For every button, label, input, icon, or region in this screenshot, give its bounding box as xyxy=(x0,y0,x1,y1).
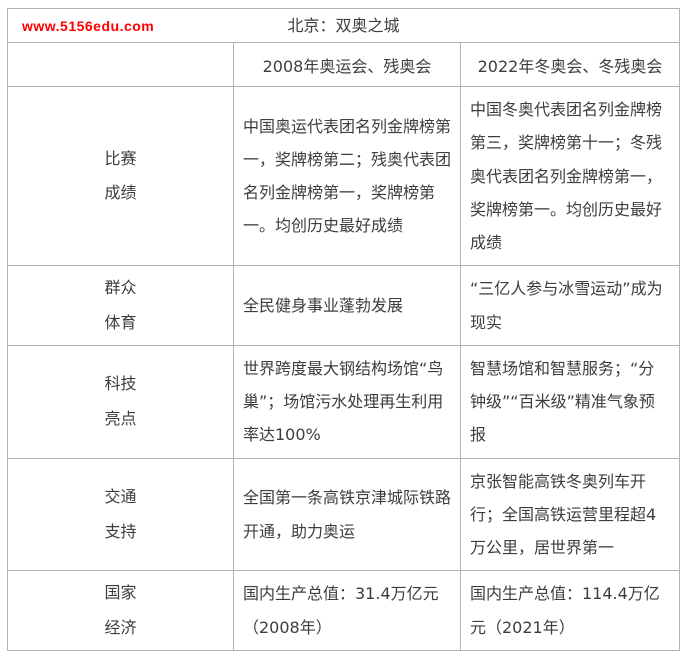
page: www.5156edu.com 北京：双奥之城 2008年奥运会、残奥会 202… xyxy=(7,8,680,651)
cell-2008-competition-results: 中国奥运代表团名列金牌榜第一，奖牌榜第二；残奥代表团名列金牌榜第一，奖牌榜第一。… xyxy=(233,85,461,267)
column-header-2022: 2022年冬奥会、冬残奥会 xyxy=(460,42,680,87)
cell-2022-transport-support: 京张智能高铁冬奥列车开行；全国高铁运营里程超4万公里，居世界第一 xyxy=(460,457,680,572)
row-label-competition-results: 比赛 成绩 xyxy=(7,85,234,267)
table-row-national-economy: 国家 经济 国内生产总值：31.4万亿元（2008年） 国内生产总值：114.4… xyxy=(7,570,680,651)
cell-2008-mass-sports: 全民健身事业蓬勃发展 xyxy=(233,265,461,346)
cell-2008-transport-support: 全国第一条高铁京津城际铁路开通，助力奥运 xyxy=(233,457,461,572)
row-label-national-economy: 国家 经济 xyxy=(7,570,234,651)
table-row-transport-support: 交通 支持 全国第一条高铁京津城际铁路开通，助力奥运 京张智能高铁冬奥列车开行；… xyxy=(7,457,680,572)
cell-2008-tech-highlights: 世界跨度最大钢结构场馆“鸟巢”；场馆污水处理再生利用率达100% xyxy=(233,344,461,459)
watermark-text: www.5156edu.com xyxy=(22,17,155,34)
title-row: www.5156edu.com 北京：双奥之城 xyxy=(7,8,680,43)
column-header-row: 2008年奥运会、残奥会 2022年冬奥会、冬残奥会 xyxy=(7,42,680,87)
row-label-mass-sports: 群众 体育 xyxy=(7,265,234,346)
row-label-tech-highlights: 科技 亮点 xyxy=(7,344,234,459)
corner-empty-cell xyxy=(7,42,234,87)
table-row-tech-highlights: 科技 亮点 世界跨度最大钢结构场馆“鸟巢”；场馆污水处理再生利用率达100% 智… xyxy=(7,344,680,459)
table-title: 北京：双奥之城 xyxy=(287,16,400,35)
cell-2008-national-economy: 国内生产总值：31.4万亿元（2008年） xyxy=(233,570,461,651)
cell-2022-tech-highlights: 智慧场馆和智慧服务；“分钟级”“百米级”精准气象预报 xyxy=(460,344,680,459)
cell-2022-mass-sports: “三亿人参与冰雪运动”成为现实 xyxy=(460,265,680,346)
column-header-2008: 2008年奥运会、残奥会 xyxy=(233,42,461,87)
cell-2022-competition-results: 中国冬奥代表团名列金牌榜第三，奖牌榜第十一；冬残奥代表团名列金牌榜第一，奖牌榜第… xyxy=(460,85,680,267)
dual-olympics-comparison-table: www.5156edu.com 北京：双奥之城 2008年奥运会、残奥会 202… xyxy=(7,8,680,651)
table-row-competition-results: 比赛 成绩 中国奥运代表团名列金牌榜第一，奖牌榜第二；残奥代表团名列金牌榜第一，… xyxy=(7,85,680,267)
row-label-transport-support: 交通 支持 xyxy=(7,457,234,572)
cell-2022-national-economy: 国内生产总值：114.4万亿元（2021年） xyxy=(460,570,680,651)
title-cell: www.5156edu.com 北京：双奥之城 xyxy=(7,8,680,43)
table-row-mass-sports: 群众 体育 全民健身事业蓬勃发展 “三亿人参与冰雪运动”成为现实 xyxy=(7,265,680,346)
